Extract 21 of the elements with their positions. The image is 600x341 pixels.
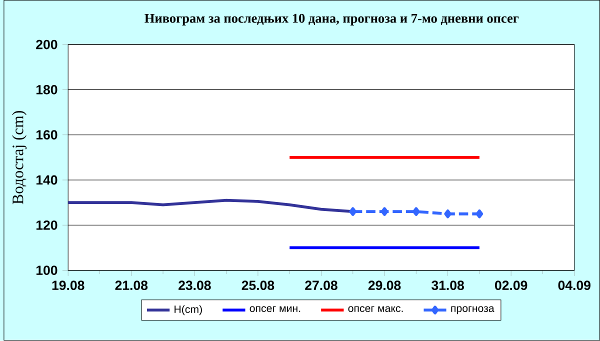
x-tick-label: 27.08	[305, 280, 338, 290]
legend-label: H(cm)	[174, 305, 202, 316]
y-tick-label: 100	[36, 266, 58, 276]
x-tick-label: 21.08	[115, 280, 148, 290]
y-tick-label: 160	[36, 130, 58, 140]
y-tick-label: 120	[36, 220, 58, 230]
legend-label: опсег мин.	[250, 306, 300, 312]
y-axis-title: Водостај (cm)	[12, 111, 27, 204]
x-tick-label: 19.08	[52, 280, 84, 290]
y-tick-label: 180	[36, 85, 58, 95]
legend-label: прогноза	[451, 306, 494, 314]
y-tick-label: 140	[36, 175, 58, 185]
x-tick-label: 25.08	[242, 280, 274, 290]
x-tick-label: 23.08	[178, 280, 211, 290]
chart-title: Нивограм за последњих 10 дана, прогноза и 7-мо дневни опсег	[144, 14, 519, 26]
legend-label: опсег макс.	[348, 306, 403, 312]
y-tick-label: 200	[36, 40, 58, 50]
x-tick-label: 31.08	[432, 280, 464, 290]
x-tick-label: 04.09	[558, 280, 590, 290]
x-tick-label: 02.09	[495, 280, 528, 290]
x-tick-label: 29.08	[368, 280, 401, 290]
